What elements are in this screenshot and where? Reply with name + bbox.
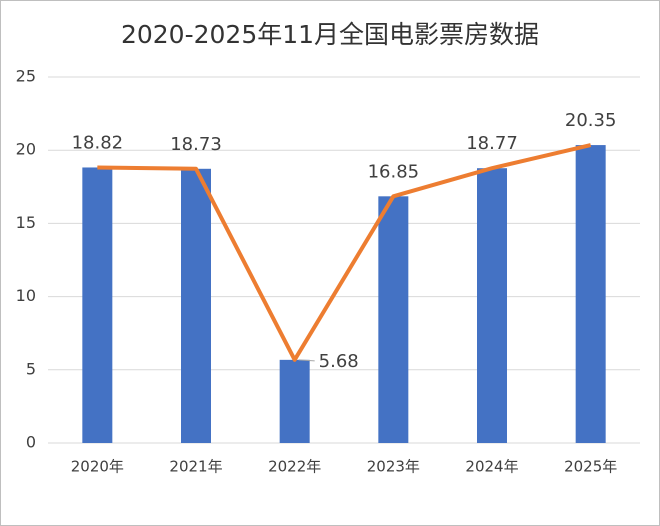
bar [82, 167, 113, 443]
chart-title: 2020-2025年11月全国电影票房数据 [121, 20, 539, 49]
bar [378, 196, 409, 443]
data-label: 18.77 [466, 133, 518, 154]
data-label: 20.35 [565, 110, 617, 131]
x-tick-label: 2025年 [564, 458, 617, 476]
bar [477, 168, 507, 443]
bar [181, 168, 211, 444]
x-tick-label: 2021年 [169, 458, 222, 476]
label-leader [298, 359, 315, 362]
y-tick-label: 10 [16, 286, 36, 305]
x-tick-label: 2024年 [465, 458, 518, 476]
y-tick-label: 25 [16, 67, 36, 86]
x-tick-label: 2020年 [71, 458, 124, 476]
trend-line [97, 143, 592, 362]
y-tick-label: 0 [26, 433, 36, 452]
data-label: 16.85 [368, 161, 420, 182]
x-tick-label: 2023年 [367, 458, 420, 476]
y-tick-label: 20 [16, 140, 36, 159]
bar [279, 359, 310, 443]
data-label: 18.82 [72, 132, 124, 153]
bar [575, 145, 606, 444]
data-label: 18.73 [170, 134, 222, 155]
x-tick-label: 2022年 [268, 458, 321, 476]
y-tick-label: 5 [26, 359, 36, 378]
y-tick-label: 15 [16, 213, 36, 232]
data-label: 5.68 [319, 351, 359, 372]
